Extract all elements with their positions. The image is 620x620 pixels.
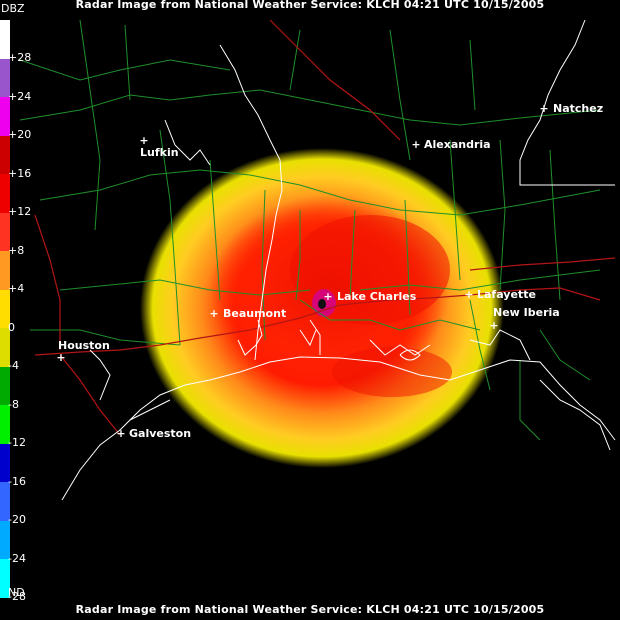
legend-tick-label: +28 xyxy=(8,51,32,64)
legend-swatch xyxy=(0,58,10,97)
city-lufkin: + Lufkin xyxy=(139,134,178,159)
city-new-iberia: + New Iberia xyxy=(489,306,559,332)
map-title-top: Radar Image from National Weather Servic… xyxy=(75,0,545,11)
city-label: Galveston xyxy=(129,427,191,440)
dbz-legend: DBZ +28 +24 +20 +16 +12 +8 +4 0 -4 -8 -12 -16 -20 -24… xyxy=(0,0,31,620)
city-marker-icon: + xyxy=(539,102,548,115)
city-marker-icon: + xyxy=(209,307,218,320)
legend-swatch xyxy=(0,174,10,213)
city-marker-icon: + xyxy=(489,319,498,332)
legend-tick-label: -4 xyxy=(8,359,19,372)
city-label: Lake Charles xyxy=(337,290,417,303)
legend-swatch xyxy=(0,443,10,482)
legend-swatch xyxy=(0,520,10,559)
city-label: Lafayette xyxy=(477,288,536,301)
city-marker-icon: + xyxy=(139,134,148,147)
highways xyxy=(34,19,616,436)
legend-tick-label: -16 xyxy=(8,474,26,488)
city-lafayette: + Lafayette xyxy=(464,288,536,301)
legend-tick-label: +16 xyxy=(8,166,32,180)
legend-tick-label: 0 xyxy=(8,320,15,334)
legend-swatch xyxy=(0,366,10,405)
city-marker-icon: + xyxy=(116,427,125,440)
legend-tick-label: +24 xyxy=(8,89,32,103)
legend-tick-label: +20 xyxy=(8,128,32,141)
city-label: New Iberia xyxy=(493,306,560,319)
city-natchez: + Natchez xyxy=(539,102,603,115)
legend-swatch xyxy=(0,559,10,598)
city-label: Natchez xyxy=(553,102,603,115)
legend-swatch xyxy=(0,20,10,59)
city-marker-icon: + xyxy=(323,290,332,303)
city-label: Lufkin xyxy=(140,146,179,159)
city-alexandria: + Alexandria xyxy=(411,138,490,151)
legend-tick-label: -8 xyxy=(8,397,19,411)
city-label: Houston xyxy=(58,339,110,352)
legend-unit-label: DBZ xyxy=(1,2,25,15)
legend-swatch xyxy=(0,482,10,521)
city-beaumont: + Beaumont xyxy=(209,307,286,320)
state-boundary-tx-la xyxy=(219,44,283,361)
legend-tick-label: +12 xyxy=(8,205,32,218)
state-boundary-la-ms xyxy=(519,19,615,186)
radar-echo xyxy=(140,148,504,468)
legend-tick-label: -20 xyxy=(8,513,26,526)
legend-swatch xyxy=(0,405,10,444)
legend-tick-label: -12 xyxy=(8,436,26,449)
city-marker-icon: + xyxy=(464,288,473,301)
legend-tick-label: -24 xyxy=(8,551,26,565)
city-houston: + Houston xyxy=(56,339,109,364)
legend-swatch xyxy=(0,289,10,328)
legend-tick-label: -28 xyxy=(8,590,26,603)
legend-swatch xyxy=(0,328,10,367)
county-boundaries xyxy=(19,19,601,441)
legend-swatch xyxy=(0,97,10,136)
city-marker-icon: + xyxy=(56,351,65,364)
legend-swatch xyxy=(0,212,10,251)
city-label: Alexandria xyxy=(424,138,491,151)
city-label: Beaumont xyxy=(223,307,286,320)
city-galveston: + Galveston xyxy=(116,427,191,440)
legend-nd-label: ND xyxy=(8,586,25,599)
legend-swatch xyxy=(0,135,10,174)
city-markers: + Lufkin + Alexandria + Natchez + Lake C… xyxy=(56,102,603,440)
map-title-bottom: Radar Image from National Weather Servic… xyxy=(75,603,545,616)
legend-tick-label: +8 xyxy=(8,243,25,257)
city-marker-icon: + xyxy=(411,138,420,151)
lakes xyxy=(164,119,421,361)
legend-swatch xyxy=(0,251,10,290)
city-lake-charles: + Lake Charles xyxy=(323,290,416,303)
legend-tick-label: +4 xyxy=(8,282,25,295)
